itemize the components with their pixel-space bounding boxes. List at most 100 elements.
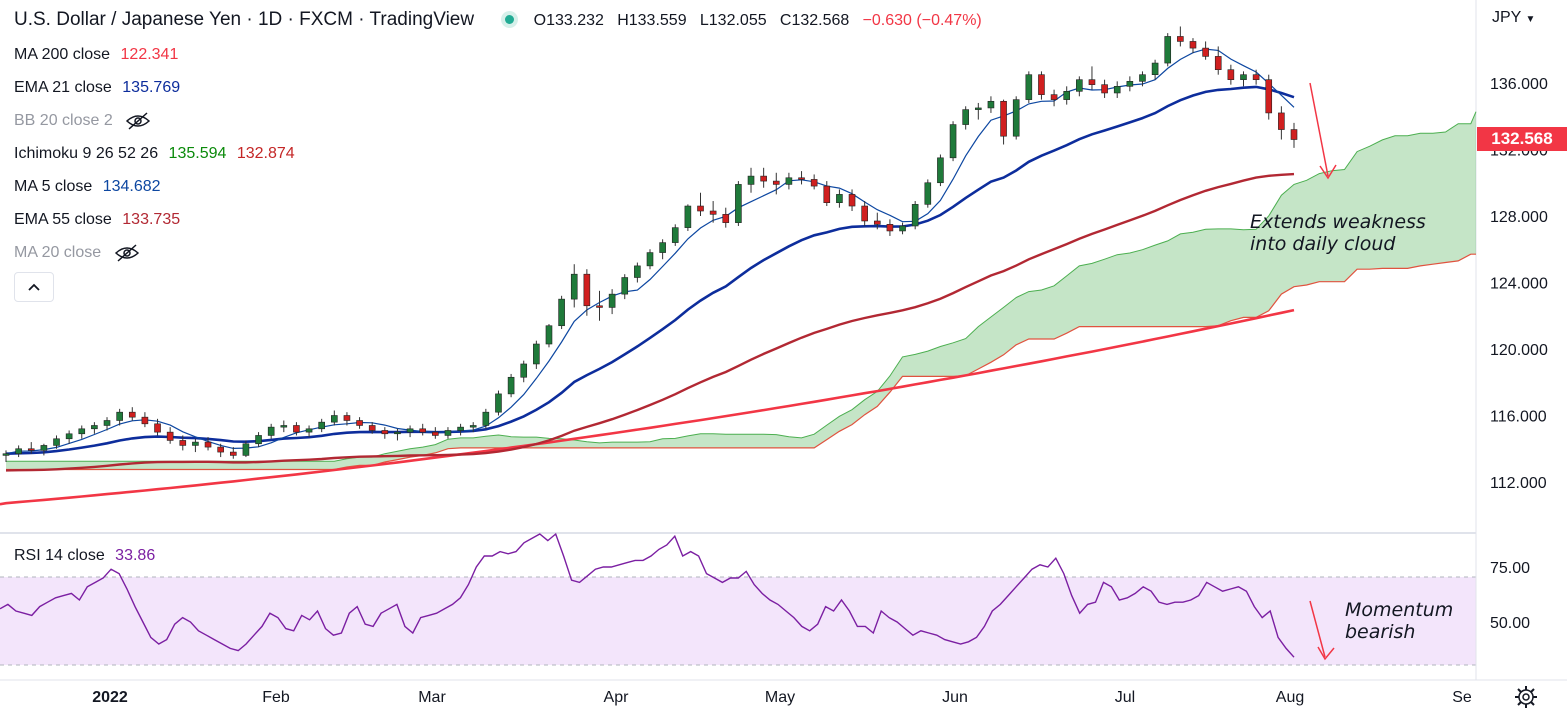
legend-ichimoku[interactable]: Ichimoku 9 26 52 26 135.594 132.874	[14, 145, 295, 163]
time-tick-label: Aug	[1276, 689, 1304, 706]
legend-ma20[interactable]: MA 20 close	[14, 244, 140, 262]
ohlc-close: C132.568	[779, 12, 850, 29]
candle-body	[1126, 81, 1134, 87]
candle-body	[1189, 41, 1197, 49]
candle-body	[1139, 74, 1146, 82]
candle-body	[116, 411, 123, 421]
candle-body	[305, 428, 313, 433]
candle-body	[495, 393, 502, 413]
legend-label: MA 20 close	[14, 244, 102, 262]
rsi-annotation: Momentum bearish	[1345, 599, 1453, 643]
candle-body	[293, 425, 300, 433]
candle-body	[747, 175, 755, 185]
candle-body	[419, 428, 427, 433]
candle-body	[722, 214, 730, 223]
legend-ema55[interactable]: EMA 55 close 133.735	[14, 211, 180, 229]
legend-ema21[interactable]: EMA 21 close 135.769	[14, 79, 180, 97]
candle-body	[1088, 79, 1096, 85]
candle-body	[78, 428, 86, 435]
candle-body	[1076, 79, 1083, 92]
candle-body	[949, 124, 957, 159]
legend-label: BB 20 close 2	[14, 112, 113, 130]
annotation-arrows	[1309, 82, 1337, 661]
candle-body	[760, 175, 767, 182]
candle-body	[65, 433, 73, 440]
legend-value: 135.594	[168, 145, 227, 162]
symbol-header[interactable]: U.S. Dollar / Japanese Yen · 1D · FXCM ·…	[14, 9, 982, 31]
ma200-line	[0, 308, 1295, 506]
time-axis[interactable]: 2022 Feb Mar Apr May Jun Jul Aug Se	[92, 689, 1472, 706]
candle-body	[192, 441, 199, 446]
ohlc-high: H133.559	[617, 12, 687, 29]
candle-body	[457, 426, 464, 431]
candle-body	[798, 177, 805, 180]
candle-body	[1214, 56, 1222, 71]
currency-selector[interactable]: JPY ▼	[1492, 9, 1535, 27]
rsi-tick-label: 50.00	[1490, 615, 1530, 632]
candle-body	[1252, 74, 1260, 80]
candle-body	[962, 109, 969, 125]
candle-body	[1164, 36, 1172, 64]
cloud-span-b	[6, 253, 1476, 471]
candle-body	[179, 440, 187, 446]
candle-body	[1012, 99, 1020, 137]
price-annotation-line1: Extends weakness	[1250, 211, 1426, 233]
candle-body	[1025, 74, 1033, 100]
candle-body	[924, 182, 932, 205]
candle-body	[280, 425, 288, 428]
candle-body	[482, 411, 490, 426]
price-tick-label: 116.000	[1490, 409, 1547, 426]
chevron-up-icon	[28, 283, 40, 291]
legend-ma5[interactable]: MA 5 close 134.682	[14, 178, 161, 196]
legend-rsi[interactable]: RSI 14 close 33.86	[14, 547, 155, 565]
candle-body	[1227, 69, 1235, 80]
candle-body	[520, 363, 528, 378]
rsi-tick-label: 75.00	[1490, 560, 1530, 577]
time-tick-label: Jul	[1115, 689, 1135, 706]
candle-body	[709, 210, 717, 215]
legend-value: 133.735	[122, 211, 181, 228]
legend-value: 134.682	[102, 178, 161, 195]
candle-body	[103, 420, 111, 426]
settings-gear-icon[interactable]	[1515, 686, 1537, 708]
legend-value: 135.769	[122, 79, 181, 96]
candle-body	[684, 205, 692, 228]
candle-body	[608, 293, 616, 308]
time-tick-label: Mar	[418, 689, 446, 706]
candle-body	[848, 194, 856, 207]
time-tick-label: Feb	[262, 689, 290, 706]
candle-body	[772, 180, 780, 185]
hidden-eye-icon[interactable]	[125, 112, 151, 130]
time-tick-label: Se	[1452, 689, 1472, 706]
price-tick-label: 136.000	[1490, 76, 1548, 93]
candle-body	[583, 273, 591, 307]
candle-body	[128, 411, 136, 418]
candle-body	[368, 425, 376, 431]
candle-body	[1278, 112, 1285, 130]
candle-body	[1240, 74, 1247, 80]
rsi-arrow-head	[1317, 646, 1335, 661]
candle-body	[1290, 129, 1298, 140]
legend-value: 122.341	[120, 46, 179, 63]
candle-body	[987, 100, 995, 109]
rsi-arrow-shaft	[1309, 600, 1326, 658]
candle-body	[381, 430, 389, 435]
candle-body	[634, 265, 641, 278]
candle-body	[1000, 100, 1007, 137]
candle-body	[861, 205, 868, 222]
legend-label: Ichimoku 9 26 52 26	[14, 145, 159, 162]
candle-body	[318, 421, 325, 430]
ema55-line	[5, 172, 1295, 472]
hidden-eye-icon[interactable]	[114, 244, 140, 262]
ohlc-open: O133.232	[533, 12, 604, 29]
legend-bb20[interactable]: BB 20 close 2	[14, 112, 151, 130]
candle-body	[1202, 47, 1209, 57]
collapse-legend-button[interactable]	[14, 272, 54, 302]
candle-body	[886, 224, 894, 232]
rsi-axis[interactable]: 75.00 50.00	[1490, 560, 1530, 632]
candle-body	[621, 277, 629, 295]
symbol-title[interactable]: U.S. Dollar / Japanese Yen · 1D · FXCM ·…	[14, 9, 475, 30]
legend-ma200[interactable]: MA 200 close 122.341	[14, 46, 178, 64]
legend-value-2: 132.874	[236, 145, 295, 162]
